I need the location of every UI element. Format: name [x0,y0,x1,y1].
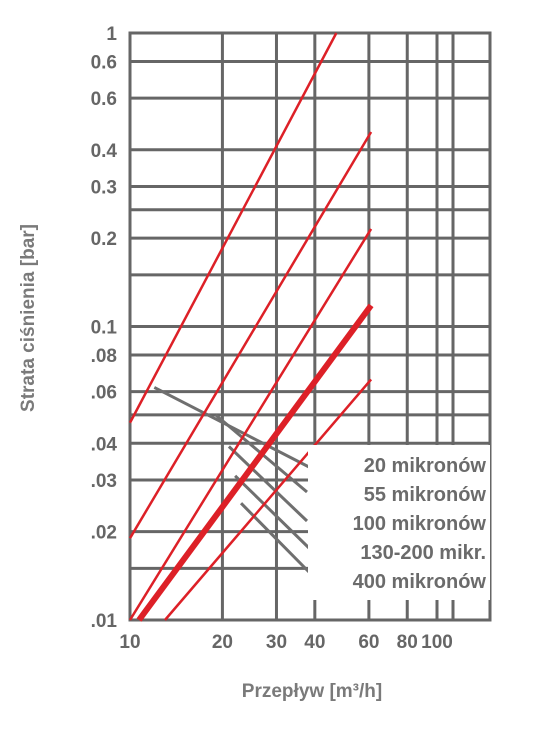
legend: 20 mikronów 55 mikronów 100 mikronów 130-20… [353,455,487,593]
series-line [128,32,338,424]
legend-label: 55 mikronów [364,484,487,506]
y-tick-label: 0.3 [91,177,117,198]
legend-background [308,445,490,600]
y-tick-label: .01 [91,611,118,632]
y-tick-label: 0.6 [91,52,117,73]
y-tick-label: .06 [91,383,117,404]
legend-label: 400 mikronów [353,571,487,593]
legend-label: 130-200 mikr. [360,542,486,564]
legend-leader-line [239,502,311,574]
y-tick-label: 1 [106,24,117,45]
x-tick-label: 40 [304,632,325,653]
x-tick-label: 30 [266,632,287,653]
y-tick-label: .03 [91,471,117,492]
series-line [136,303,374,622]
x-tick-label: 10 [119,632,140,653]
y-tick-label: .08 [91,346,117,367]
x-tick-labels: 10 20 30 40 60 80 100 [119,632,452,653]
y-tick-label: .04 [91,434,118,455]
x-tick-label: 60 [358,632,379,653]
x-axis-title: Przepływ [m³/h] [242,681,382,702]
y-tick-label: 0.4 [91,141,118,162]
legend-leader-line [234,474,311,550]
series-line [128,228,373,621]
legend-label: 20 mikronów [364,455,487,477]
x-tick-label: 80 [397,632,418,653]
y-tick-label: .02 [91,523,117,544]
x-tick-label: 100 [421,632,453,653]
y-tick-label: 0.6 [91,89,117,110]
series-line [164,378,373,621]
y-tick-label: 0.2 [91,229,117,250]
y-tick-label: 0.1 [91,318,118,339]
series-lines [128,32,374,622]
y-axis-title: Strata ciśnienia [bar] [18,224,39,412]
legend-label: 100 mikronów [353,513,487,535]
x-tick-label: 20 [212,632,233,653]
y-tick-labels: .01 .02 .03 .04 .06 .08 0.1 0.2 0.3 0.4 0.6 0.6 1 [91,24,118,632]
legend-leader-line [227,445,309,523]
series-line [128,131,373,539]
